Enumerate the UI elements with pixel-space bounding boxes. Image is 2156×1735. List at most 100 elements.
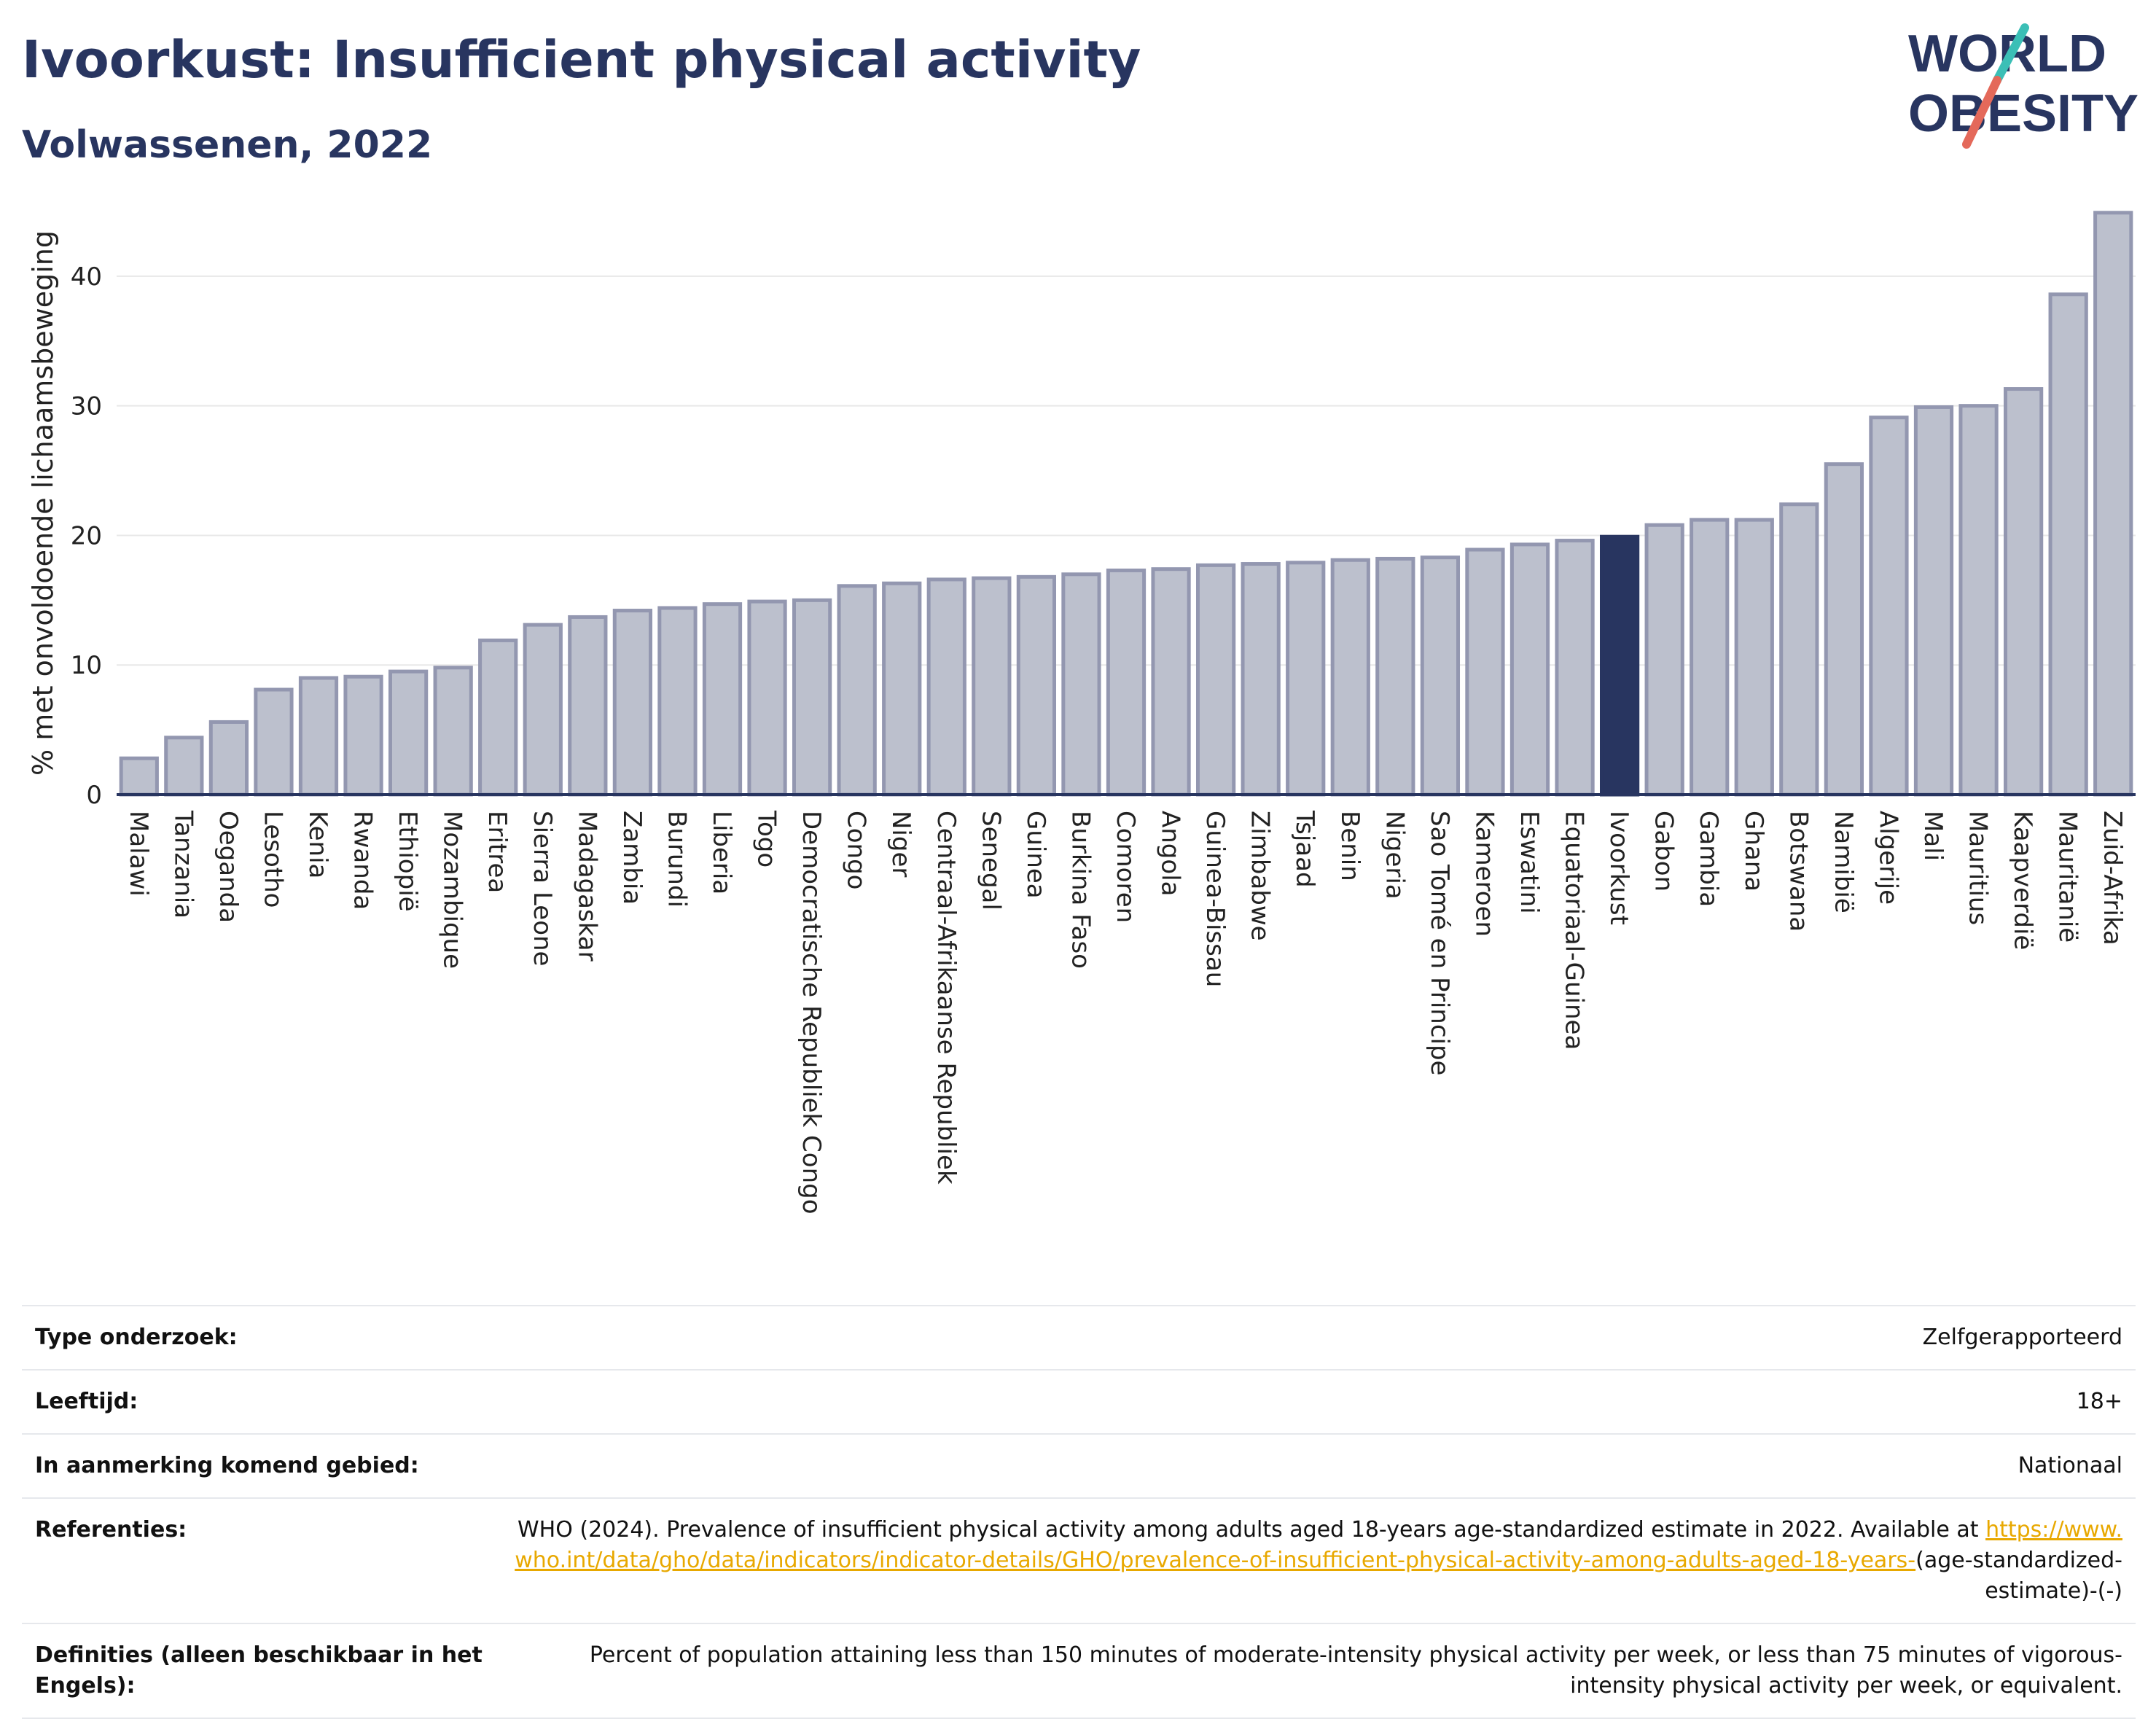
y-axis-ticks: 0 10 20 30 40 (71, 262, 102, 810)
bar (433, 666, 473, 797)
info-key: Referenties: (35, 1517, 187, 1543)
bar (1241, 562, 1281, 797)
x-category-label: Gabon (1649, 811, 1679, 892)
info-value: Zelfgerapporteerd (1922, 1325, 2122, 1350)
bar (792, 598, 832, 797)
x-category-label: Niger (886, 811, 915, 877)
x-category-label: Kenia (303, 811, 332, 878)
x-category-label: Zimbabwe (1246, 811, 1275, 941)
x-category-label: Comoren (1111, 811, 1140, 923)
chart-subtitle: Volwassenen, 2022 (22, 123, 433, 167)
info-value: Nationaal (2018, 1453, 2122, 1478)
x-category-label: Oeganda (214, 811, 243, 923)
bar (702, 602, 743, 797)
x-category-label: Ghana (1739, 811, 1768, 892)
x-category-label: Rwanda (348, 811, 378, 910)
x-category-label: Sao Tomé en Principe (1425, 811, 1454, 1075)
bar (1151, 567, 1191, 797)
x-category-label: Madagaskar (572, 811, 601, 962)
x-category-label: Tanzania (168, 810, 198, 919)
logo-slash-red (1962, 76, 2001, 149)
x-category-label: Eswatini (1515, 811, 1544, 914)
y-tick-label: 10 (71, 651, 102, 680)
x-category-label: Angola (1156, 811, 1185, 896)
x-category-label: Democratische Republiek Congo (797, 811, 826, 1214)
bar (1465, 547, 1505, 797)
bar (747, 599, 787, 797)
y-axis-title: % met onvoldoende lichaamsbeweging (27, 230, 59, 776)
bar (1061, 572, 1101, 797)
reference-link[interactable]: https://www.who.int/data/gho/data/indica… (515, 1517, 2122, 1573)
info-key: Leeftijd: (35, 1389, 138, 1414)
bar (1286, 561, 1326, 797)
info-value: WHO (2024). Prevalence of insufficient p… (500, 1498, 2136, 1623)
bar (972, 576, 1012, 797)
x-category-label: Guinea (1021, 811, 1050, 899)
x-category-label: Senegal (976, 811, 1005, 911)
bar (1106, 568, 1147, 797)
bar (254, 687, 294, 797)
logo-slash-teal (1993, 23, 2029, 85)
bar (523, 623, 563, 797)
bar (1509, 542, 1550, 797)
x-category-label: Congo (842, 811, 871, 889)
bars (119, 211, 2133, 797)
bar (208, 720, 249, 797)
bar (1913, 405, 1954, 797)
logo-line2: OBESITY (1908, 85, 2139, 143)
x-category-label: Benin (1335, 811, 1364, 881)
x-category-label: Sierra Leone (528, 811, 557, 966)
x-category-label: Namibië (1829, 811, 1858, 913)
bar (568, 615, 608, 797)
x-category-label: Zambia (617, 811, 647, 905)
bar (1420, 555, 1461, 797)
x-category-label: Liberia (707, 811, 736, 894)
x-category-label: Togo (752, 810, 781, 868)
x-category-label: Mali (1918, 811, 1948, 861)
x-category-label: Eritrea (483, 811, 512, 893)
bar (478, 638, 518, 797)
reference-text: WHO (2024). Prevalence of insufficient p… (517, 1517, 1986, 1543)
bar (119, 756, 159, 797)
bar (1958, 404, 1999, 797)
bar (882, 581, 922, 797)
bar (1734, 518, 1774, 797)
reference-suffix: (age-standardized-estimate)-(-) (1915, 1548, 2122, 1604)
bar (2003, 387, 2044, 797)
info-row: Leeftijd: 18+ (22, 1370, 2136, 1434)
info-row: In aanmerking komend gebied: Nationaal (22, 1434, 2136, 1498)
bar-highlight (1599, 534, 1640, 797)
bar (612, 609, 653, 797)
x-category-label: Nigeria (1380, 811, 1409, 900)
x-category-label: Equatoriaal-Guinea (1560, 811, 1589, 1050)
info-table: Type onderzoek: Zelfgerapporteerd Leeftijd… (22, 1305, 2136, 1719)
x-category-label: Botswana (1784, 811, 1813, 932)
x-category-label: Gambia (1694, 811, 1723, 907)
x-category-label: Mozambique (438, 811, 467, 969)
x-category-label: Kameroen (1469, 811, 1499, 937)
bar (1779, 502, 1819, 797)
bar (298, 676, 339, 797)
y-tick-label: 0 (86, 781, 102, 810)
bar (1869, 416, 1909, 797)
bar (2048, 292, 2088, 797)
info-key: Type onderzoek: (35, 1325, 238, 1350)
x-category-label: Guinea-Bissau (1200, 811, 1230, 987)
world-obesity-logo: WORLD OBESITY (1908, 23, 2139, 149)
bar (1330, 558, 1370, 797)
bar (1555, 539, 1595, 797)
info-row: Type onderzoek: Zelfgerapporteerd (22, 1306, 2136, 1370)
y-tick-label: 20 (71, 521, 102, 550)
bar (1375, 556, 1415, 797)
bar (164, 736, 204, 797)
x-category-label: Burundi (662, 811, 691, 908)
bar-chart: 0 10 20 30 40 Malawi Tanzania Oeganda Lesotho Ke… (27, 211, 2136, 1214)
x-category-label: Algerije (1873, 811, 1902, 905)
info-row: Definities (alleen beschikbaar in het En… (22, 1623, 2136, 1718)
bar (1644, 523, 1684, 797)
info-value: 18+ (2076, 1389, 2122, 1414)
bar (837, 584, 877, 797)
bar (388, 669, 429, 797)
x-category-label: Malawi (124, 811, 153, 897)
bar (657, 606, 698, 797)
